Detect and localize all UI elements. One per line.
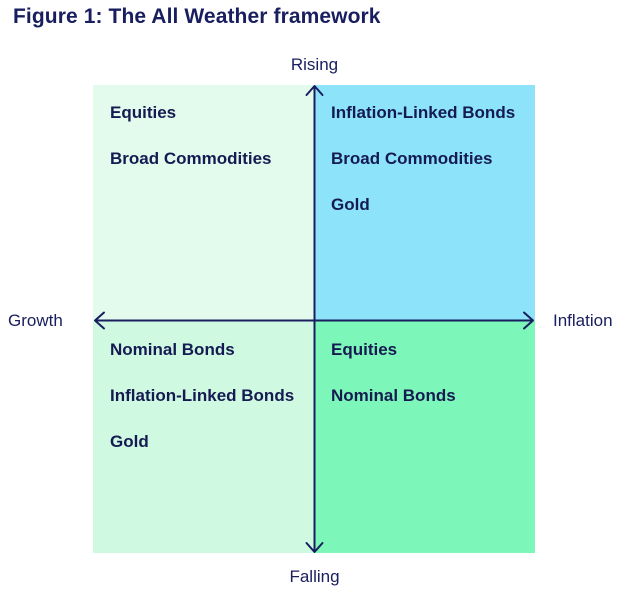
figure-title: Figure 1: The All Weather framework <box>13 5 381 28</box>
asset-label: Nominal Bonds <box>110 340 235 359</box>
asset-label: Broad Commodities <box>110 149 272 168</box>
asset-label: Equities <box>331 340 398 359</box>
quadrant-grid: Equities Broad Commodities Inflation-Lin… <box>93 85 535 553</box>
asset-label: Inflation-Linked Bonds <box>110 386 295 405</box>
quadrant-top-right: Inflation-Linked Bonds Broad Commodities… <box>314 85 535 320</box>
quadrant-bottom-left: Nominal Bonds Inflation-Linked Bonds Gol… <box>93 320 314 553</box>
asset-label: Gold <box>331 195 370 214</box>
asset-label: Equities <box>110 103 177 122</box>
asset-label: Broad Commodities <box>331 149 493 168</box>
quadrant-top-left: Equities Broad Commodities <box>93 85 314 320</box>
axis-label-inflation: Inflation <box>553 311 613 330</box>
asset-label: Inflation-Linked Bonds <box>331 103 516 122</box>
axis-label-rising: Rising <box>290 55 339 74</box>
asset-label: Gold <box>110 432 149 451</box>
axis-label-growth: Growth <box>8 311 63 330</box>
axis-label-falling: Falling <box>289 567 340 586</box>
asset-label: Nominal Bonds <box>331 386 456 405</box>
quadrant-bottom-right: Equities Nominal Bonds <box>314 320 535 553</box>
